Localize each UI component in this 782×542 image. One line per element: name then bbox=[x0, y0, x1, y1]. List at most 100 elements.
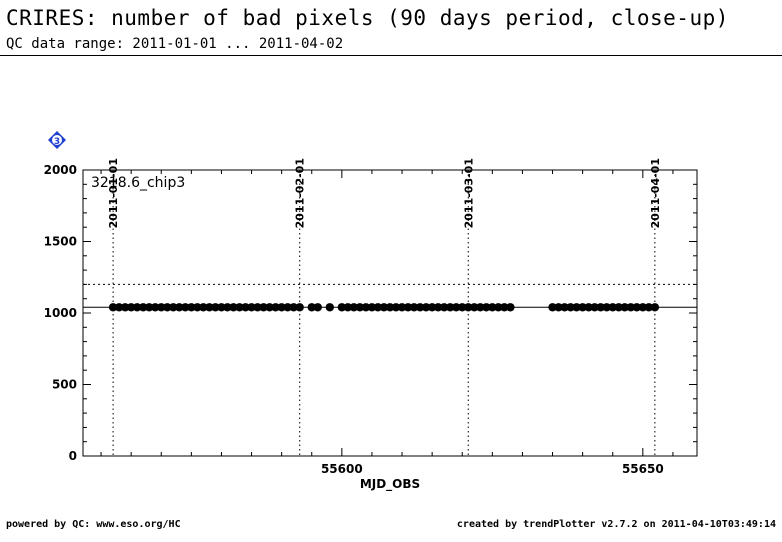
data-point bbox=[379, 303, 389, 312]
data-point bbox=[596, 303, 605, 312]
data-point bbox=[614, 303, 623, 312]
data-point bbox=[560, 303, 569, 312]
date-marker-label: 2011-02-01 bbox=[294, 158, 307, 228]
data-point bbox=[566, 303, 575, 312]
data-point bbox=[241, 303, 250, 312]
data-point bbox=[337, 303, 347, 312]
data-point bbox=[132, 303, 142, 312]
data-point bbox=[247, 303, 256, 312]
data-point bbox=[385, 303, 395, 312]
data-point bbox=[325, 303, 335, 312]
data-point bbox=[217, 303, 226, 312]
data-point bbox=[650, 303, 660, 312]
data-point bbox=[578, 303, 587, 312]
data-point bbox=[151, 303, 160, 312]
y-tick-label: 2000 bbox=[44, 163, 77, 177]
data-point bbox=[145, 303, 154, 312]
data-point bbox=[620, 303, 629, 312]
data-point bbox=[120, 303, 130, 312]
data-point bbox=[458, 303, 467, 312]
data-point bbox=[187, 303, 196, 312]
data-point bbox=[494, 303, 503, 312]
data-point bbox=[367, 303, 377, 312]
data-point bbox=[391, 303, 401, 312]
data-point bbox=[506, 303, 515, 312]
data-point bbox=[235, 303, 244, 312]
data-point bbox=[638, 303, 648, 312]
data-point bbox=[108, 303, 118, 312]
data-point bbox=[452, 303, 461, 312]
data-point bbox=[223, 303, 232, 312]
data-point bbox=[313, 303, 322, 312]
data-point bbox=[114, 303, 124, 312]
date-marker-label: 2011-04-01 bbox=[649, 158, 662, 228]
data-point bbox=[193, 303, 202, 312]
data-point bbox=[415, 303, 425, 312]
data-point bbox=[476, 303, 485, 312]
series-badge-center bbox=[52, 135, 62, 145]
data-point bbox=[253, 303, 262, 312]
data-point bbox=[433, 303, 443, 312]
data-point bbox=[590, 303, 599, 312]
header-divider bbox=[0, 55, 782, 56]
data-point bbox=[427, 303, 437, 312]
data-point bbox=[584, 303, 593, 312]
data-point bbox=[199, 303, 208, 312]
data-point bbox=[572, 303, 581, 312]
y-tick-label: 1000 bbox=[44, 306, 77, 320]
data-point bbox=[211, 303, 220, 312]
data-point bbox=[295, 303, 304, 312]
y-tick-label: 500 bbox=[52, 378, 77, 392]
data-point bbox=[397, 303, 407, 312]
date-marker-label: 2011-03-01 bbox=[462, 158, 475, 228]
x-tick-label: 55600 bbox=[321, 462, 363, 476]
data-point bbox=[289, 303, 298, 312]
series-badge-number: 3 bbox=[54, 137, 60, 147]
data-point bbox=[644, 303, 654, 312]
data-point bbox=[138, 303, 148, 312]
data-point bbox=[439, 303, 449, 312]
data-point bbox=[259, 303, 268, 312]
data-point bbox=[181, 303, 190, 312]
data-point bbox=[307, 303, 316, 312]
data-point bbox=[554, 303, 563, 312]
data-point bbox=[445, 303, 455, 312]
data-point bbox=[175, 303, 184, 312]
data-point bbox=[488, 303, 497, 312]
data-point bbox=[470, 303, 479, 312]
chart-title: CRIRES: number of bad pixels (90 days pe… bbox=[6, 6, 729, 30]
data-point bbox=[283, 303, 292, 312]
data-point bbox=[409, 303, 419, 312]
data-point bbox=[361, 303, 371, 312]
x-tick-label: 55650 bbox=[622, 462, 664, 476]
x-axis-label: MJD_OBS bbox=[360, 477, 420, 492]
date-marker-label: 2011-01-01 bbox=[107, 158, 120, 228]
data-point bbox=[373, 303, 383, 312]
data-point bbox=[265, 303, 274, 312]
data-point bbox=[421, 303, 431, 312]
data-point bbox=[169, 303, 178, 312]
data-point bbox=[163, 303, 172, 312]
data-point bbox=[464, 303, 473, 312]
data-point bbox=[403, 303, 413, 312]
series-label: 3218.6_chip3 bbox=[91, 175, 185, 191]
data-point bbox=[229, 303, 238, 312]
y-tick-label: 0 bbox=[69, 449, 77, 463]
data-point bbox=[602, 303, 611, 312]
data-point bbox=[343, 303, 353, 312]
data-point bbox=[271, 303, 280, 312]
footer-created-by: created by trendPlotter v2.7.2 on 2011-0… bbox=[456, 519, 776, 530]
data-point bbox=[500, 303, 509, 312]
data-point bbox=[548, 303, 557, 312]
plot-frame bbox=[82, 169, 698, 457]
data-point bbox=[482, 303, 491, 312]
data-point bbox=[157, 303, 166, 312]
data-point bbox=[626, 303, 635, 312]
data-point bbox=[608, 303, 617, 312]
data-point bbox=[277, 303, 286, 312]
y-tick-label: 1500 bbox=[44, 235, 77, 249]
chart-subtitle: QC data range: 2011-01-01 ... 2011-04-02 bbox=[6, 36, 344, 52]
data-point bbox=[349, 303, 359, 312]
data-point bbox=[632, 303, 642, 312]
